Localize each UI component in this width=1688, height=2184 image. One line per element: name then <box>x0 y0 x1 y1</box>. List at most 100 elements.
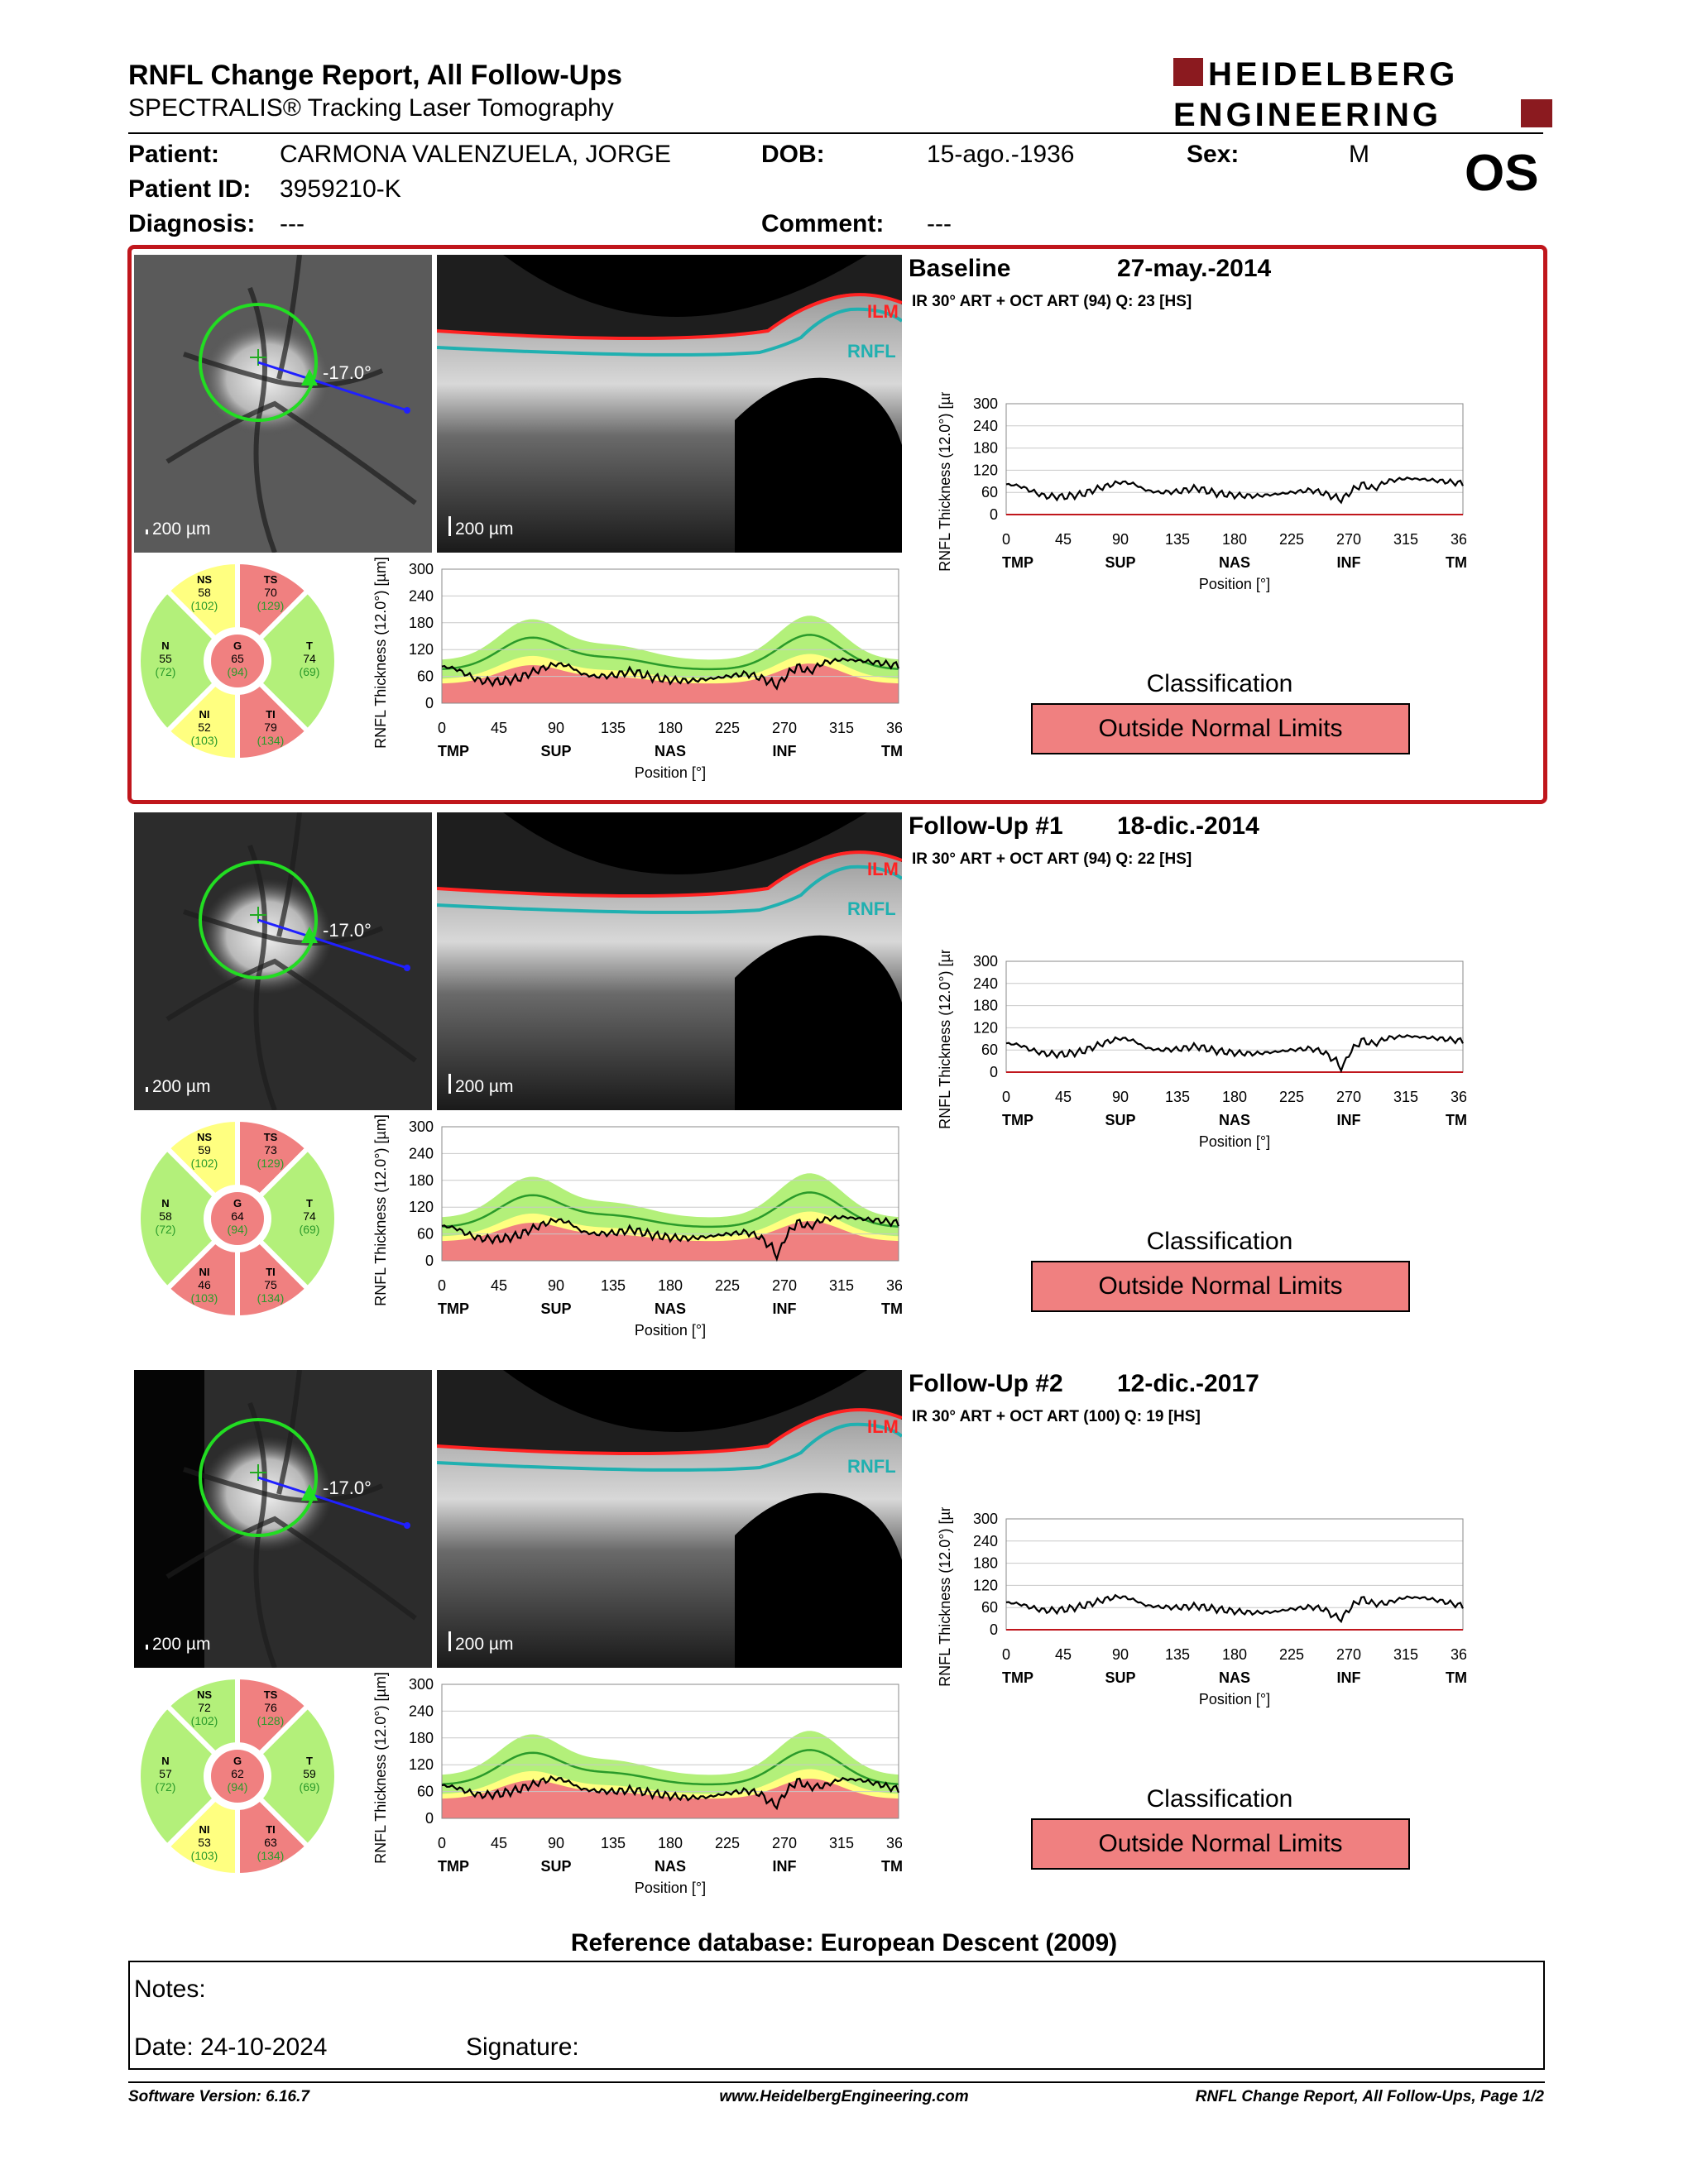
sector-t[interactable] <box>256 1144 339 1293</box>
plot-frame <box>441 1126 899 1262</box>
sector-wheel: NS 59 (102) TS 73 (129) N 58 (72) G 64 (94) T 74 (69) N… <box>134 1115 341 1322</box>
rnfl-label: RNFL <box>847 1456 896 1477</box>
sector-ni[interactable] <box>163 1237 240 1321</box>
sector-t[interactable] <box>256 587 339 735</box>
exam-title: Follow-Up #1 <box>909 812 1063 840</box>
sector-name: TI <box>266 1266 276 1278</box>
reference-mean-line <box>441 1191 899 1228</box>
sector-name: NI <box>199 1266 210 1278</box>
diagnosis-label: Diagnosis: <box>128 210 256 237</box>
sector-ts[interactable] <box>235 1116 312 1200</box>
sector-value: 57 <box>159 1767 172 1780</box>
thickness-profile-chart: 0 60 120 180 240 300 0 45 90 135 180 225 270 315 360 TM… <box>362 557 913 829</box>
region-label: TMP <box>438 1300 469 1317</box>
x-tick-label: 225 <box>1279 1646 1304 1663</box>
y-axis-label: RNFL Thickness (12.0°) [µm] <box>937 392 953 572</box>
sector-ts[interactable] <box>235 1674 312 1758</box>
sector-ni[interactable] <box>163 1794 240 1879</box>
scan-circle[interactable] <box>199 1418 318 1537</box>
software-version: Software Version: 6.16.7 <box>128 2088 309 2105</box>
scale-bar <box>448 516 451 536</box>
y-axis-label: RNFL Thickness (12.0°) [µm] <box>937 1507 953 1687</box>
sector-ti[interactable] <box>235 1237 312 1321</box>
x-tick-label: 0 <box>438 1835 446 1851</box>
date-label: Date: 24-10-2024 <box>134 2033 328 2061</box>
reference-database: Reference database: European Descent (20… <box>570 1929 1118 1956</box>
sector-ns[interactable] <box>163 1674 240 1758</box>
ilm-boundary <box>437 1408 902 1455</box>
sector-n[interactable] <box>136 1144 219 1293</box>
scan-circle[interactable] <box>199 303 318 422</box>
blood-vessel <box>165 958 417 1063</box>
x-tick-label: 360 <box>1451 1646 1466 1663</box>
y-tick-label: 240 <box>973 1533 998 1549</box>
x-tick-label: 45 <box>491 1835 507 1851</box>
sector-g[interactable] <box>208 631 267 691</box>
x-tick-label: 315 <box>1393 1089 1418 1105</box>
x-tick-label: 225 <box>715 1277 740 1294</box>
scan-circle[interactable] <box>199 860 318 979</box>
change-profile-chart: 0 60 120 180 240 300 0 45 90 135 180 225 270 315 360 TM… <box>927 1495 1477 1755</box>
sector-ti[interactable] <box>235 1794 312 1879</box>
exam-acquisition-info: IR 30° ART + OCT ART (94) Q: 22 [HS] <box>912 850 1192 868</box>
blood-vessel <box>165 400 417 505</box>
sector-value: 59 <box>198 1143 211 1157</box>
sector-ni[interactable] <box>163 679 240 764</box>
region-label: TMP <box>1002 554 1033 571</box>
ilm-label: ILM <box>867 859 899 879</box>
sector-value: 52 <box>198 721 211 734</box>
start-marker <box>301 927 318 943</box>
sector-n[interactable] <box>136 1702 219 1851</box>
y-tick-label: 60 <box>981 484 998 500</box>
sector-g[interactable] <box>208 1189 267 1248</box>
y-tick-label: 180 <box>973 440 998 457</box>
disc-cup-shadow <box>735 935 902 1110</box>
sector-wheel: NS 72 (102) TS 76 (128) N 57 (72) G 62 (94) T 59 (69) N… <box>134 1673 341 1880</box>
thickness-profile-chart-svg: 0 60 120 180 240 300 0 45 90 135 180 225 270 315 360 TM… <box>372 1114 913 1339</box>
notes-box[interactable] <box>128 1961 1545 2070</box>
thickness-line <box>441 1774 900 1811</box>
sector-ns[interactable] <box>163 558 240 643</box>
ilm-boundary <box>437 293 902 340</box>
scale-bar <box>448 1074 451 1094</box>
sector-name: TS <box>264 1131 278 1143</box>
region-label: TMP <box>881 1300 902 1317</box>
sector-value: 55 <box>159 652 172 665</box>
region-label: NAS <box>655 1858 686 1875</box>
dob-value: 15-ago.-1936 <box>927 141 1075 168</box>
x-tick-label: 360 <box>886 720 902 736</box>
sector-value: 79 <box>264 721 277 734</box>
x-tick-label: 360 <box>886 1277 902 1294</box>
y-tick-label: 180 <box>409 1172 434 1189</box>
x-tick-label: 270 <box>772 720 797 736</box>
x-tick-label: 90 <box>548 1277 564 1294</box>
region-label: TMP <box>1002 1669 1033 1686</box>
region-label: TMP <box>438 1858 469 1875</box>
thickness-profile-chart-svg: 0 60 120 180 240 300 0 45 90 135 180 225 270 315 360 TM… <box>372 1672 913 1896</box>
blood-vessel <box>276 812 302 937</box>
sector-t[interactable] <box>256 1702 339 1851</box>
sector-value: 58 <box>198 586 211 599</box>
website: www.HeidelbergEngineering.com <box>719 2088 969 2105</box>
fundus-svg: -17.0° 200 µm <box>134 255 432 553</box>
fundus-image: -17.0° 200 µm <box>134 812 432 1110</box>
sector-ts[interactable] <box>235 558 312 643</box>
comment-label: Comment: <box>761 210 885 237</box>
sector-ti[interactable] <box>235 679 312 764</box>
blood-vessel <box>183 909 384 946</box>
thickness-line <box>1005 476 1464 505</box>
reference-mean-line <box>441 1749 899 1786</box>
x-tick-label: 90 <box>1112 531 1129 548</box>
sex-value: M <box>1349 141 1369 168</box>
x-tick-label: 270 <box>1336 1089 1361 1105</box>
region-label: SUP <box>1105 554 1135 571</box>
rnfl-boundary <box>437 864 902 914</box>
rnfl-label: RNFL <box>847 898 896 919</box>
sector-ns[interactable] <box>163 1116 240 1200</box>
sector-n[interactable] <box>136 587 219 735</box>
x-tick-label: 0 <box>1002 1089 1010 1105</box>
y-tick-label: 180 <box>973 998 998 1014</box>
sector-g[interactable] <box>208 1746 267 1806</box>
